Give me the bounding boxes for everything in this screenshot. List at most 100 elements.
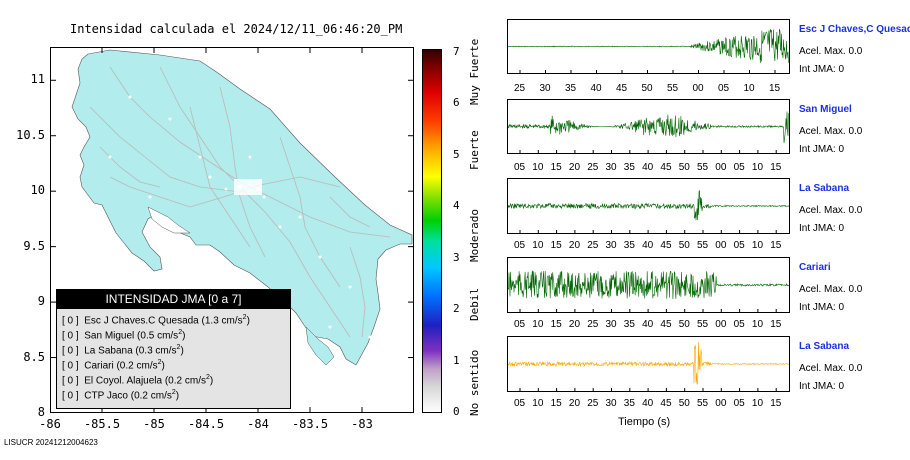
trace-tick-label: 45 — [660, 398, 672, 409]
station-int: Int JMA: 0 — [799, 302, 845, 313]
trace-tick-label: 30 — [605, 398, 617, 409]
trace-tick-label: 55 — [697, 398, 709, 409]
trace-tick-label: 10 — [751, 240, 764, 251]
lon-tick-label: -84 — [247, 417, 269, 431]
trace-tick-label: 05 — [733, 398, 745, 409]
station-name: San Miguel — [799, 104, 852, 115]
trace-tick-label: 10 — [532, 398, 544, 409]
legend-station: La Sabana (0.3 cm/s — [84, 345, 177, 357]
legend-row: [ 0 ] Cariari (0.2 cm/s2) — [62, 359, 165, 371]
colorbar-label: No sentido — [468, 349, 481, 417]
legend-intensity: [ 0 ] — [62, 315, 79, 327]
waveform-trace — [507, 336, 790, 392]
trace-tick-label: 05 — [514, 162, 526, 173]
legend-close: ) — [182, 330, 186, 342]
trace-tick-label: 20 — [568, 398, 581, 409]
trace-tick-label: 50 — [678, 240, 690, 251]
legend-intensity: [ 0 ] — [62, 330, 79, 342]
trace-tick-label: 55 — [697, 240, 709, 251]
trace-tick-label: 15 — [769, 83, 781, 94]
station-acel: Acel. Max. 0.0 — [799, 46, 863, 57]
lat-tick-label: 10 — [30, 183, 45, 198]
trace-tick-label: 10 — [532, 162, 544, 173]
trace-tick-label: 40 — [642, 319, 654, 330]
trace-tick-label: 15 — [550, 162, 562, 173]
waveform-line — [507, 190, 789, 221]
trace-tick-label: 45 — [660, 319, 672, 330]
trace-tick-label: 15 — [550, 240, 562, 251]
legend-station: El Coyol. Alajuela (0.2 cm/s — [84, 375, 206, 387]
waveform-trace — [507, 178, 790, 234]
trace-tick-label: 05 — [733, 162, 745, 173]
trace-tick-label: 40 — [642, 240, 654, 251]
station-name: La Sabana — [799, 341, 850, 352]
trace-tick-label: 40 — [642, 398, 654, 409]
waveform-trace — [507, 19, 790, 74]
intensity-legend: INTENSIDAD JMA [0 a 7] [ 0 ] Esc J Chave… — [56, 289, 291, 409]
station-dots — [108, 95, 372, 339]
trace-tick-label: 15 — [550, 398, 562, 409]
trace-tick-label: 00 — [715, 162, 727, 173]
colorbar-label: Muy Fuerte — [468, 38, 481, 106]
legend-sup: 2 — [157, 359, 162, 366]
colorbar-label: Debil — [468, 287, 481, 321]
trace-tick-label: 25 — [514, 83, 526, 94]
trace-tick-label: 15 — [770, 162, 782, 173]
colorbar-tick: 1 — [453, 353, 460, 367]
legend-close: ) — [175, 390, 180, 402]
station-int: Int JMA: 0 — [799, 381, 845, 392]
legend-close: ) — [209, 375, 214, 387]
time-axis-label: Tiempo (s) — [618, 416, 671, 428]
legend-sup: 2 — [242, 314, 247, 321]
trace-tick-label: 35 — [623, 319, 635, 330]
trace-tick-label: 15 — [770, 398, 782, 409]
lat-tick-label: 10.5 — [16, 127, 45, 142]
trace-tick-label: 55 — [697, 319, 709, 330]
colorbar-tick: 0 — [453, 405, 460, 418]
legend-sup: 2 — [178, 329, 183, 336]
trace-tick-label: 15 — [770, 319, 782, 330]
station-name: Cariari — [799, 262, 831, 273]
legend-intensity: [ 0 ] — [62, 345, 79, 357]
trace-tick-label: 00 — [715, 319, 727, 330]
legend-intensity: [ 0 ] — [62, 390, 79, 402]
trace-tick-label: 50 — [641, 83, 653, 94]
trace-tick-label: 20 — [568, 162, 581, 173]
waveform-line — [507, 111, 790, 144]
trace-tick-label: 25 — [587, 398, 599, 409]
trace-tick-label: 05 — [733, 240, 745, 251]
station-acel: Acel. Max. 0.0 — [799, 205, 863, 216]
trace-tick-label: 30 — [605, 162, 617, 173]
trace-tick-label: 50 — [678, 319, 690, 330]
waveform-line — [507, 270, 790, 300]
trace-tick-label: 50 — [678, 162, 690, 173]
lon-tick-label: -83 — [351, 417, 373, 431]
colorbar-tick: 2 — [453, 302, 460, 316]
lon-tick-label: -85.5 — [83, 417, 121, 431]
station-int: Int JMA: 0 — [799, 223, 845, 234]
trace-tick-label: 25 — [587, 240, 599, 251]
trace-tick-label: 05 — [718, 83, 730, 94]
trace-tick-label: 10 — [532, 319, 544, 330]
trace-tick-label: 25 — [587, 162, 599, 173]
legend-station: CTP Jaco (0.2 cm/s — [84, 390, 172, 402]
trace-tick-label: 35 — [623, 240, 635, 251]
trace-tick-label: 20 — [568, 240, 581, 251]
legend-close: ) — [180, 345, 184, 357]
legend-close: ) — [246, 315, 250, 327]
legend-close: ) — [161, 360, 165, 372]
trace-tick-label: 10 — [751, 162, 764, 173]
lat-tick-label: 9 — [37, 294, 45, 309]
trace-tick-label: 40 — [590, 83, 602, 94]
legend-intensity: [ 0 ] — [62, 360, 79, 372]
trace-tick-label: 35 — [623, 398, 635, 409]
waveform-line — [508, 29, 790, 64]
legend-row: [ 0 ] El Coyol. Alajuela (0.2 cm/s2) — [62, 374, 213, 386]
legend-station: Esc J Chaves.C Quesada (1.3 cm/s — [84, 315, 243, 327]
trace-tick-label: 55 — [697, 162, 709, 173]
trace-tick-label: 40 — [642, 162, 654, 173]
lon-tick-label: -85 — [143, 417, 165, 431]
colorbar-label: Moderado — [468, 209, 481, 263]
lat-tick-label: 8 — [37, 405, 45, 419]
legend-row: [ 0 ] Esc J Chaves.C Quesada (1.3 cm/s2) — [62, 314, 250, 326]
